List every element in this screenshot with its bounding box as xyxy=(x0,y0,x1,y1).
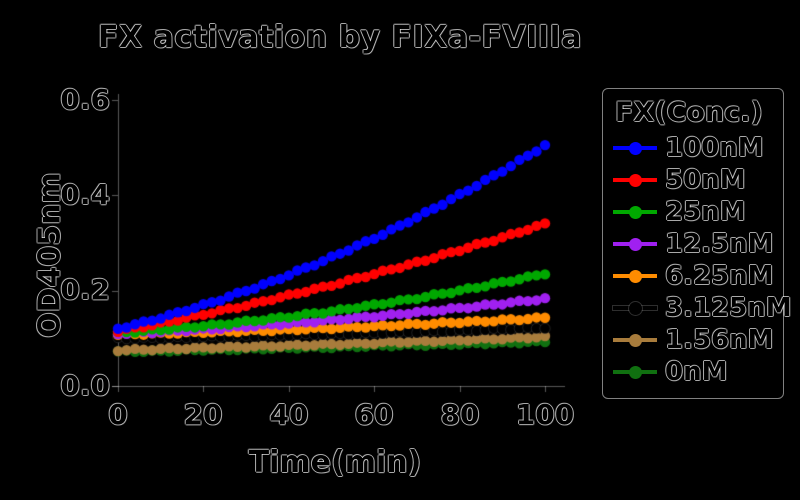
legend-marker-icon xyxy=(613,268,657,284)
legend-label: 50nM xyxy=(665,165,746,195)
x-tick-label: 60 xyxy=(354,398,394,431)
legend-entry-12.5nM: 12.5nM xyxy=(613,228,774,260)
legend-label: 1.56nM xyxy=(665,325,774,355)
legend-label: 6.25nM xyxy=(665,261,774,291)
legend-label: 25nM xyxy=(665,197,746,227)
x-tick-label: 80 xyxy=(440,398,480,431)
legend-entry-50nM: 50nM xyxy=(613,164,773,196)
legend-marker-icon xyxy=(613,364,657,380)
legend-marker-icon xyxy=(613,236,657,252)
y-tick-label: 0.4 xyxy=(60,178,110,211)
x-tick-label: 0 xyxy=(108,398,128,431)
legend-title: FX(Conc.) xyxy=(615,97,763,128)
chart-title: FX activation by FIXa-FVIIIa xyxy=(98,20,582,55)
x-tick-label: 40 xyxy=(269,398,309,431)
legend-label: 3.125nM xyxy=(665,293,792,323)
legend-label: 100nM xyxy=(665,133,764,163)
legend-label: 12.5nM xyxy=(665,229,774,259)
legend-label: 0nM xyxy=(665,357,728,387)
legend-marker-icon xyxy=(613,300,657,316)
legend-marker-icon xyxy=(613,204,657,220)
legend-marker-icon xyxy=(613,172,657,188)
legend-entry-1.56nM: 1.56nM xyxy=(613,324,774,356)
legend-entry-25nM: 25nM xyxy=(613,196,773,228)
x-axis-label: Time(min) xyxy=(248,445,422,480)
legend-entry-100nM: 100nM xyxy=(613,132,773,164)
legend-marker-icon xyxy=(613,332,657,348)
x-tick-label: 20 xyxy=(183,398,223,431)
y-tick-label: 0.0 xyxy=(60,369,110,402)
x-tick-label: 100 xyxy=(515,398,575,431)
legend: FX(Conc.) 100nM 50nM 25nM 12.5nM 6.25nM … xyxy=(602,88,792,399)
legend-marker-icon xyxy=(613,140,657,156)
legend-entry-6.25nM: 6.25nM xyxy=(613,260,774,292)
y-tick-label: 0.2 xyxy=(60,273,110,306)
legend-entry-0nM: 0nM xyxy=(613,356,773,388)
legend-entry-3.125nM: 3.125nM xyxy=(613,292,792,324)
y-tick-label: 0.6 xyxy=(60,83,110,116)
